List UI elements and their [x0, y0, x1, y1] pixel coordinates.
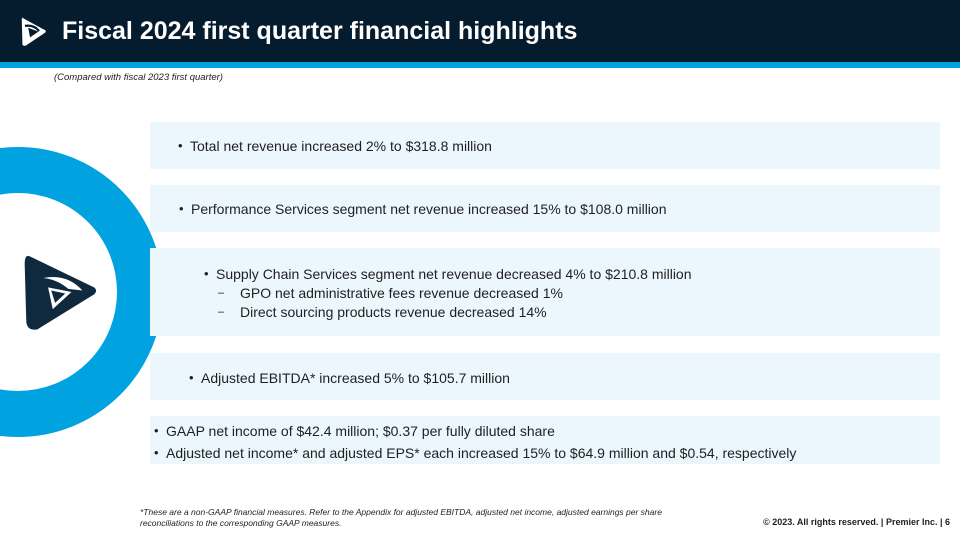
- highlight-band-performance-services: Performance Services segment net revenue…: [150, 185, 940, 232]
- highlight-item: Performance Services segment net revenue…: [179, 199, 666, 219]
- comparison-note: (Compared with fiscal 2023 first quarter…: [54, 72, 223, 83]
- highlight-item: Adjusted EBITDA* increased 5% to $105.7 …: [189, 368, 510, 388]
- highlight-subitem: GPO net administrative fees revenue decr…: [218, 284, 692, 303]
- highlight-list: Adjusted EBITDA* increased 5% to $105.7 …: [189, 368, 510, 388]
- highlight-band-net-income: GAAP net income of $42.4 million; $0.37 …: [150, 416, 940, 464]
- highlight-list: Performance Services segment net revenue…: [179, 199, 666, 219]
- highlight-item: Total net revenue increased 2% to $318.8…: [178, 136, 492, 156]
- footnote: *These are a non-GAAP financial measures…: [140, 507, 662, 528]
- premier-emblem-icon: [24, 255, 97, 330]
- highlight-list: GAAP net income of $42.4 million; $0.37 …: [154, 420, 796, 464]
- copyright-page-number: © 2023. All rights reserved. | Premier I…: [763, 517, 950, 527]
- highlight-band-ebitda: Adjusted EBITDA* increased 5% to $105.7 …: [150, 353, 940, 400]
- highlight-list: Supply Chain Services segment net revenu…: [204, 264, 692, 322]
- title-bar: Fiscal 2024 first quarter financial high…: [0, 0, 960, 62]
- header-accent-stripe: [0, 62, 960, 68]
- page-title: Fiscal 2024 first quarter financial high…: [62, 17, 578, 45]
- premier-logo-icon: [21, 17, 46, 46]
- highlight-item: GAAP net income of $42.4 million; $0.37 …: [154, 420, 796, 442]
- highlight-item: Supply Chain Services segment net revenu…: [204, 264, 692, 284]
- highlight-band-supply-chain: Supply Chain Services segment net revenu…: [150, 248, 940, 336]
- highlight-item: Adjusted net income* and adjusted EPS* e…: [154, 442, 796, 464]
- highlight-band-revenue: Total net revenue increased 2% to $318.8…: [150, 122, 940, 169]
- highlight-list: Total net revenue increased 2% to $318.8…: [178, 136, 492, 156]
- highlight-subitem: Direct sourcing products revenue decreas…: [218, 303, 692, 322]
